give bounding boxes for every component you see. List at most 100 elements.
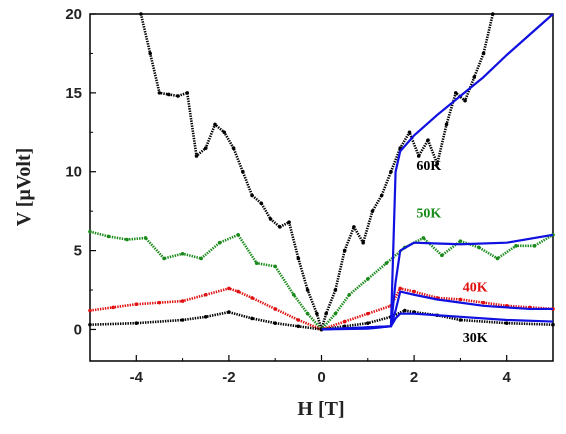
data-point — [333, 288, 338, 292]
series-trace — [139, 13, 495, 331]
data-point — [463, 98, 467, 103]
data-point — [458, 297, 463, 302]
data-point — [477, 245, 481, 250]
data-point — [180, 251, 185, 256]
series-label-50k: 50K — [416, 206, 441, 221]
data-point — [213, 122, 217, 127]
data-point — [342, 319, 347, 324]
data-point — [199, 256, 203, 261]
data-point — [148, 51, 152, 56]
y-axis-label: V [μVolt] — [13, 148, 35, 227]
data-point — [125, 237, 129, 242]
data-point — [435, 162, 440, 166]
series-30k-fit — [321, 312, 554, 331]
data-point — [291, 292, 296, 297]
data-point — [236, 233, 240, 237]
data-point — [370, 209, 375, 213]
data-point — [333, 311, 338, 316]
data-point — [217, 240, 222, 245]
data-point — [407, 130, 412, 135]
plot-frame — [89, 13, 554, 362]
data-point — [453, 91, 458, 95]
x-tick-label: 2 — [410, 369, 418, 386]
data-point — [236, 289, 240, 294]
data-point — [134, 302, 139, 307]
data-point — [254, 261, 259, 266]
data-point — [88, 308, 92, 313]
data-point — [403, 308, 407, 313]
data-point — [514, 244, 518, 248]
y-tick-label: 5 — [74, 243, 82, 260]
data-point — [203, 146, 208, 150]
data-point — [166, 92, 171, 97]
series-line — [321, 233, 554, 331]
y-tick-label: 15 — [65, 85, 82, 102]
data-point — [384, 261, 389, 266]
data-point — [250, 296, 254, 300]
data-point — [278, 225, 282, 229]
data-point — [366, 277, 370, 281]
data-point — [176, 94, 180, 98]
data-point — [111, 305, 115, 310]
data-point — [379, 193, 384, 198]
data-point — [88, 229, 92, 234]
data-point — [491, 12, 495, 16]
x-tick-label: -2 — [222, 369, 235, 386]
x-tick-label: -4 — [130, 369, 144, 386]
data-point — [287, 220, 291, 224]
data-point — [342, 248, 347, 253]
data-point — [366, 321, 370, 325]
data-point — [412, 289, 416, 294]
x-tick-label: 0 — [317, 369, 325, 386]
data-point — [352, 225, 356, 229]
series-40k-fit — [321, 290, 553, 331]
data-point — [305, 311, 310, 316]
series-30k — [88, 308, 555, 332]
data-point — [231, 146, 236, 150]
data-point — [342, 324, 347, 329]
data-point — [250, 316, 254, 321]
data-point — [296, 256, 301, 261]
series-50k-fit — [321, 233, 554, 331]
data-point — [162, 256, 166, 261]
data-point — [259, 201, 264, 206]
series-40k — [88, 286, 555, 332]
data-point — [472, 75, 477, 79]
data-point — [504, 321, 509, 325]
data-point — [194, 154, 199, 158]
data-point — [157, 91, 162, 95]
data-point — [495, 256, 500, 261]
data-point — [296, 318, 301, 322]
data-point — [551, 322, 555, 327]
data-point — [324, 311, 328, 316]
data-point — [273, 321, 278, 325]
data-point — [305, 288, 310, 292]
y-tick-label: 10 — [65, 164, 82, 181]
data-point — [180, 318, 185, 322]
data-point — [440, 253, 444, 258]
data-point — [444, 122, 449, 127]
data-point — [240, 169, 245, 174]
data-point — [458, 318, 463, 322]
data-point — [203, 315, 208, 319]
data-point — [222, 130, 227, 135]
data-point — [361, 240, 365, 245]
data-point — [532, 244, 537, 248]
series-60k — [139, 12, 495, 332]
data-point — [426, 138, 430, 142]
data-point — [268, 217, 273, 221]
data-point — [139, 12, 143, 16]
series-line — [321, 312, 554, 331]
series-label-60k: 60K — [416, 159, 441, 174]
data-point — [134, 321, 139, 325]
data-point — [88, 322, 92, 327]
annotation-layer: 60K 50K 40K 30K — [416, 159, 487, 346]
data-point — [347, 292, 352, 297]
series-line — [321, 290, 553, 331]
data-point — [106, 234, 111, 239]
data-point — [250, 193, 254, 198]
data-point — [143, 236, 148, 240]
data-point — [398, 286, 403, 291]
series-layer — [88, 12, 555, 332]
